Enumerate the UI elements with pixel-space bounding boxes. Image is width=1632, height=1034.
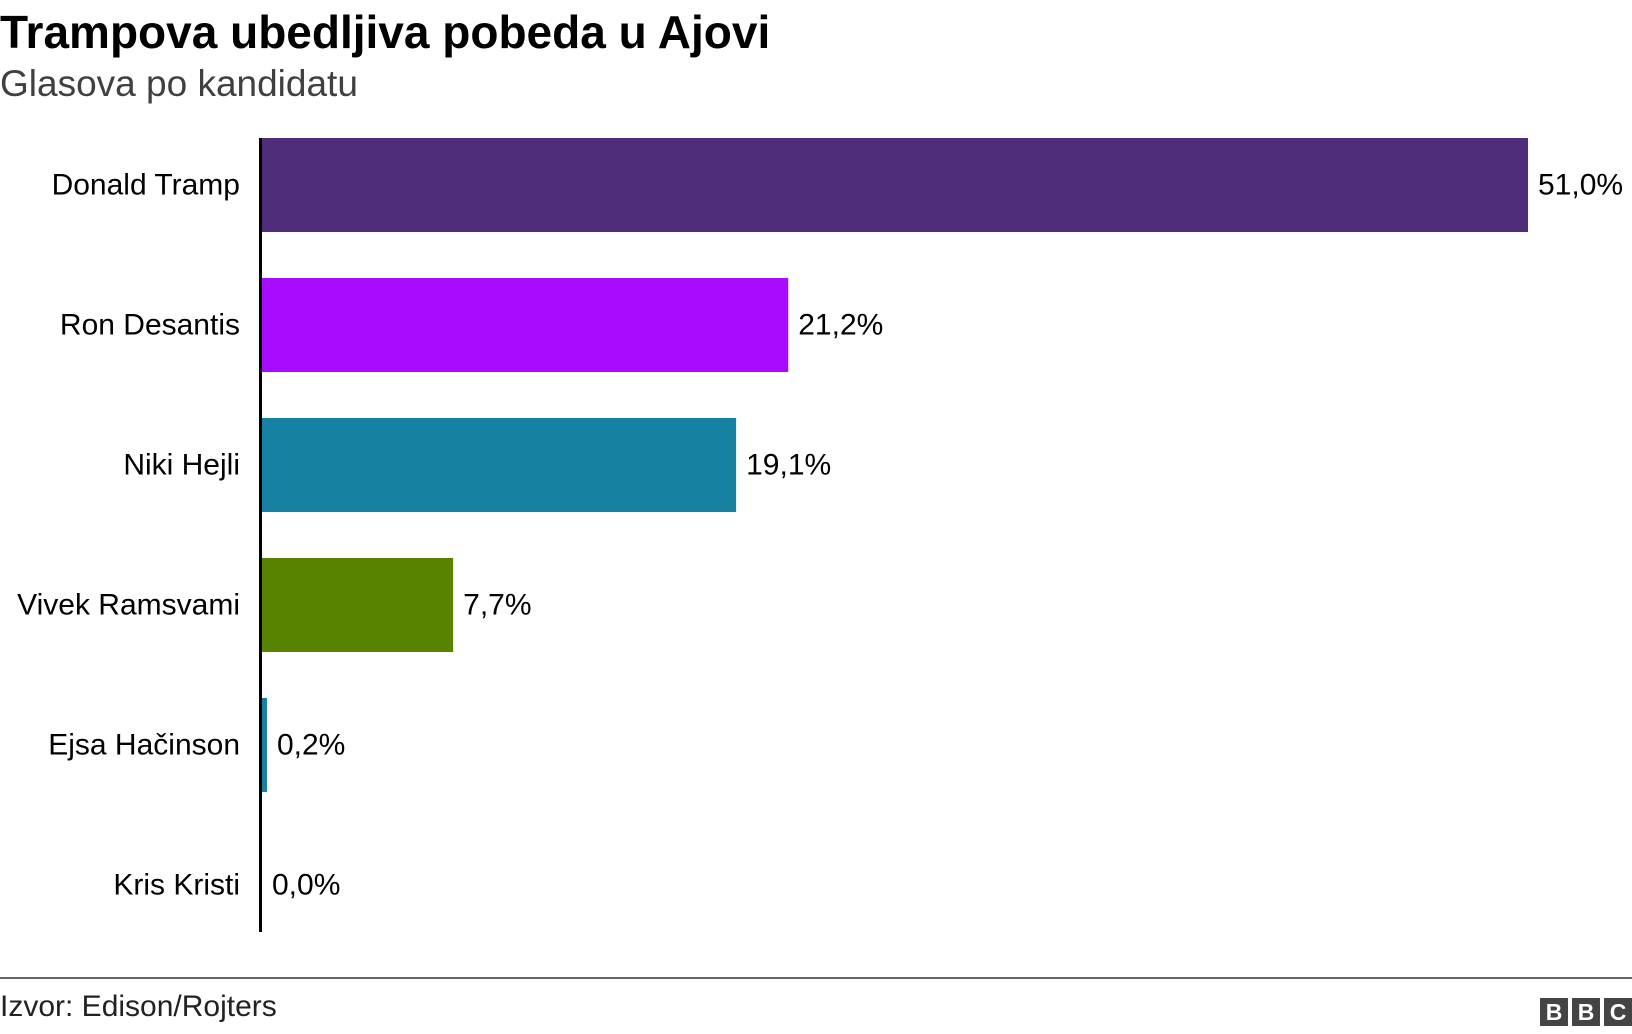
category-label: Niki Hejli [123,449,240,482]
value-label: 0,0% [272,869,340,902]
source-note: Izvor: Edison/Rojters [0,990,277,1023]
bar [262,278,789,372]
bbc-logo: B B C [1540,998,1632,1026]
category-label: Ejsa Hačinson [48,729,240,762]
category-label: Vivek Ramsvami [17,589,240,622]
value-label: 19,1% [746,449,831,482]
chart-subtitle: Glasova po kandidatu [0,63,358,104]
category-label: Ron Desantis [60,309,240,342]
value-label: 7,7% [463,589,531,622]
category-label: Kris Kristi [113,869,240,902]
bar [262,558,454,652]
value-label: 51,0% [1538,169,1623,202]
category-label: Donald Tramp [52,169,240,202]
chart-title: Trampova ubedljiva pobeda u Ajovi [0,6,771,58]
bar [262,698,267,792]
footer-divider [0,977,1632,979]
bbc-logo-letter: B [1540,998,1568,1026]
bbc-logo-letter: B [1572,998,1600,1026]
bar [262,138,1528,232]
value-label: 0,2% [277,729,345,762]
bbc-logo-letter: C [1604,998,1632,1026]
bar [262,418,737,512]
bar-chart: Donald Tramp 51,0% Ron Desantis 21,2% Niki H… [17,138,1623,932]
value-label: 21,2% [798,309,883,342]
